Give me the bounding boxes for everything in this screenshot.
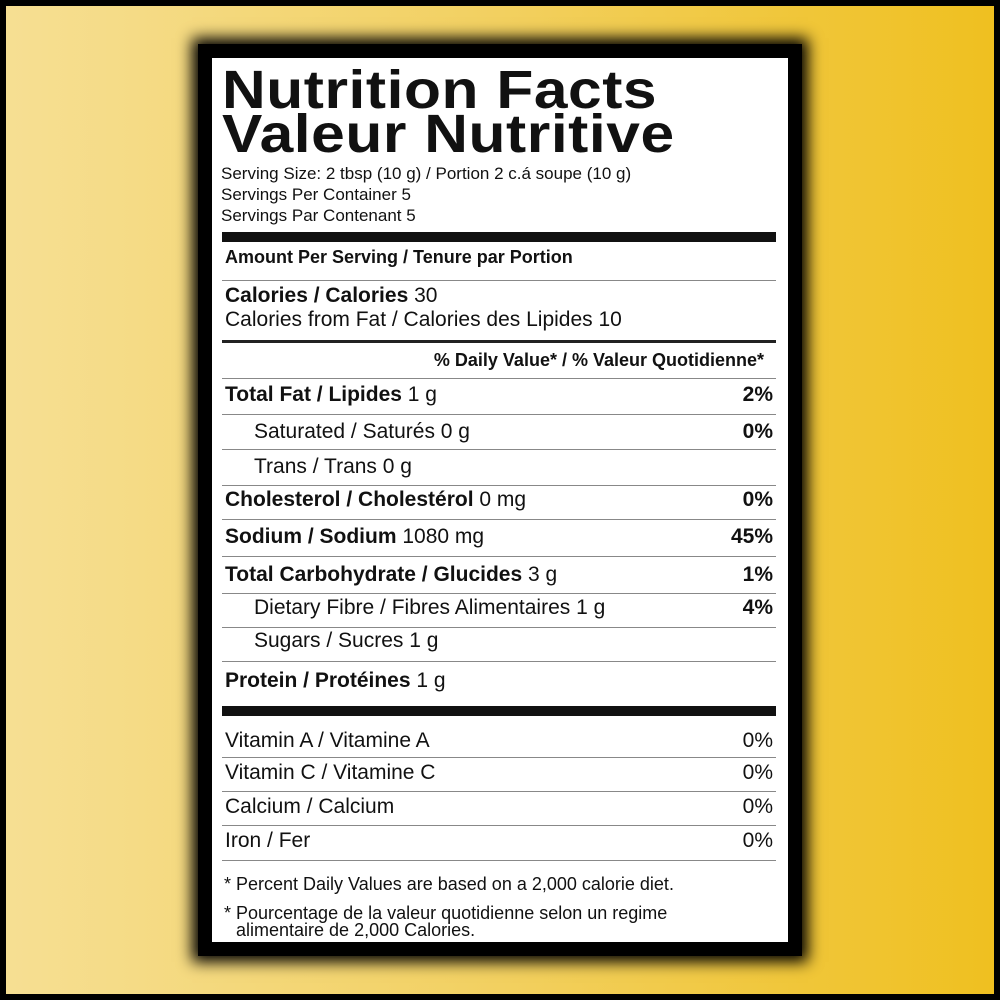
nutrient-dv: 2% — [742, 383, 773, 406]
nutrient-row: Trans / Trans 0 g — [254, 455, 773, 479]
nutrient-amount: 1 g — [407, 383, 437, 406]
nutrition-label: Nutrition Facts Valeur Nutritive Serving… — [212, 58, 788, 942]
nutrient-row: Protein / Protéines 1 g — [225, 669, 773, 693]
nutrient-label: Dietary Fibre / Fibres Alimentaires — [254, 596, 571, 619]
divider — [222, 449, 776, 450]
dv-header: % Daily Value* / % Valeur Quotidienne* — [433, 350, 764, 370]
nutrient-label: Trans / Trans — [254, 455, 377, 478]
divider — [222, 378, 776, 379]
footnote-fr-2: alimentaire de 2,000 Calories. — [236, 920, 476, 940]
footnote-en: * Percent Daily Values are based on a 2,… — [224, 874, 674, 894]
nutrient-row: Saturated / Saturés 0 g 0% — [254, 420, 773, 444]
vitamin-row: Vitamin A / Vitamine A 0% — [225, 729, 773, 753]
divider — [222, 556, 776, 557]
vitamin-label: Calcium / Calcium — [225, 795, 395, 818]
divider-thick — [222, 232, 776, 242]
vitamin-dv: 0% — [742, 829, 773, 852]
divider — [222, 593, 776, 594]
divider-thick — [222, 706, 776, 716]
calories-from-fat: Calories from Fat / Calories des Lipides… — [225, 308, 622, 331]
vitamin-row: Iron / Fer 0% — [225, 829, 773, 853]
nutrient-amount: 0 g — [382, 455, 412, 478]
nutrient-label: Total Carbohydrate / Glucides — [225, 563, 523, 586]
servings-par-contenant: Servings Par Contenant 5 — [221, 206, 416, 225]
nutrient-row: Sugars / Sucres 1 g — [254, 629, 773, 653]
nutrient-dv: 0% — [742, 488, 773, 511]
nutrient-dv: 4% — [742, 596, 773, 619]
nutrient-label: Protein / Protéines — [225, 669, 411, 692]
nutrient-amount: 1 g — [416, 669, 446, 692]
nutrient-amount: 1 g — [409, 629, 439, 652]
nutrient-amount: 1 g — [576, 596, 606, 619]
divider — [222, 627, 776, 628]
vitamin-row: Calcium / Calcium 0% — [225, 795, 773, 819]
nutrient-row: Cholesterol / Cholestérol 0 mg 0% — [225, 488, 773, 512]
vitamin-row: Vitamin C / Vitamine C 0% — [225, 761, 773, 785]
servings-per-container: Servings Per Container 5 — [221, 185, 411, 204]
vitamin-dv: 0% — [742, 761, 773, 784]
divider — [222, 791, 776, 792]
nutrient-dv: 1% — [742, 563, 773, 586]
nutrient-label: Cholesterol / Cholestérol — [225, 488, 474, 511]
title-fr: Valeur Nutritive — [222, 104, 675, 164]
nutrient-dv: 0% — [742, 420, 773, 443]
nutrient-label: Sugars / Sucres — [254, 629, 404, 652]
calories-value: 30 — [414, 284, 438, 307]
divider-medium — [222, 340, 776, 343]
nutrient-amount: 0 mg — [479, 488, 527, 511]
vitamin-dv: 0% — [742, 729, 773, 752]
vitamin-label: Vitamin C / Vitamine C — [225, 761, 436, 784]
nutrient-label: Total Fat / Lipides — [225, 383, 402, 406]
nutrient-amount: 0 g — [440, 420, 470, 443]
calories-row: Calories / Calories 30 — [225, 284, 773, 308]
divider — [222, 860, 776, 861]
nutrient-dv: 45% — [730, 525, 773, 548]
divider — [222, 280, 776, 281]
nutrient-amount: 3 g — [528, 563, 558, 586]
nutrient-label: Sodium / Sodium — [225, 525, 397, 548]
nutrient-amount: 1080 mg — [402, 525, 485, 548]
divider — [222, 757, 776, 758]
vitamin-dv: 0% — [742, 795, 773, 818]
amount-header: Amount Per Serving / Tenure par Portion — [225, 247, 573, 267]
serving-size: Serving Size: 2 tbsp (10 g) / Portion 2 … — [221, 164, 632, 183]
divider — [222, 485, 776, 486]
divider — [222, 661, 776, 662]
footnote-fr-1: * Pourcentage de la valeur quotidienne s… — [224, 903, 668, 923]
divider — [222, 519, 776, 520]
title-en: Nutrition Facts — [222, 60, 658, 120]
divider — [222, 414, 776, 415]
vitamin-label: Iron / Fer — [225, 829, 311, 852]
vitamin-label: Vitamin A / Vitamine A — [225, 729, 430, 752]
nutrient-label: Saturated / Saturés — [254, 420, 435, 443]
nutrient-row: Total Carbohydrate / Glucides 3 g 1% — [225, 563, 773, 587]
nutrient-row: Total Fat / Lipides 1 g 2% — [225, 383, 773, 407]
nutrient-row: Dietary Fibre / Fibres Alimentaires 1 g 4… — [254, 596, 773, 620]
calories-label: Calories / Calories — [225, 284, 409, 307]
nutrient-row: Sodium / Sodium 1080 mg 45% — [225, 525, 773, 549]
divider — [222, 825, 776, 826]
